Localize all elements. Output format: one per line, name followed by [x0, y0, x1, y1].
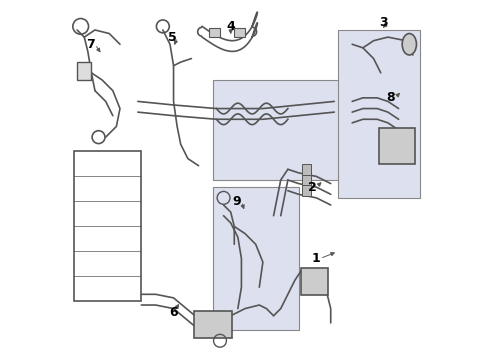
Text: 1: 1: [311, 252, 320, 265]
Bar: [74, 152, 142, 301]
FancyBboxPatch shape: [338, 30, 420, 198]
FancyBboxPatch shape: [213, 187, 298, 330]
FancyBboxPatch shape: [301, 268, 328, 296]
FancyBboxPatch shape: [194, 311, 232, 338]
Bar: [234, 28, 245, 37]
Text: 7: 7: [86, 38, 95, 51]
Text: 9: 9: [233, 195, 242, 208]
Bar: [77, 62, 92, 80]
Text: 2: 2: [308, 181, 317, 194]
Text: 4: 4: [226, 20, 235, 33]
Bar: [302, 164, 311, 175]
Text: 3: 3: [379, 16, 388, 29]
Text: 6: 6: [169, 306, 178, 319]
FancyBboxPatch shape: [213, 80, 348, 180]
Bar: [302, 175, 311, 185]
Text: 8: 8: [387, 91, 395, 104]
Ellipse shape: [402, 33, 416, 55]
Bar: [209, 28, 220, 37]
Bar: [302, 185, 311, 196]
Text: 5: 5: [169, 31, 177, 44]
FancyBboxPatch shape: [379, 128, 415, 164]
